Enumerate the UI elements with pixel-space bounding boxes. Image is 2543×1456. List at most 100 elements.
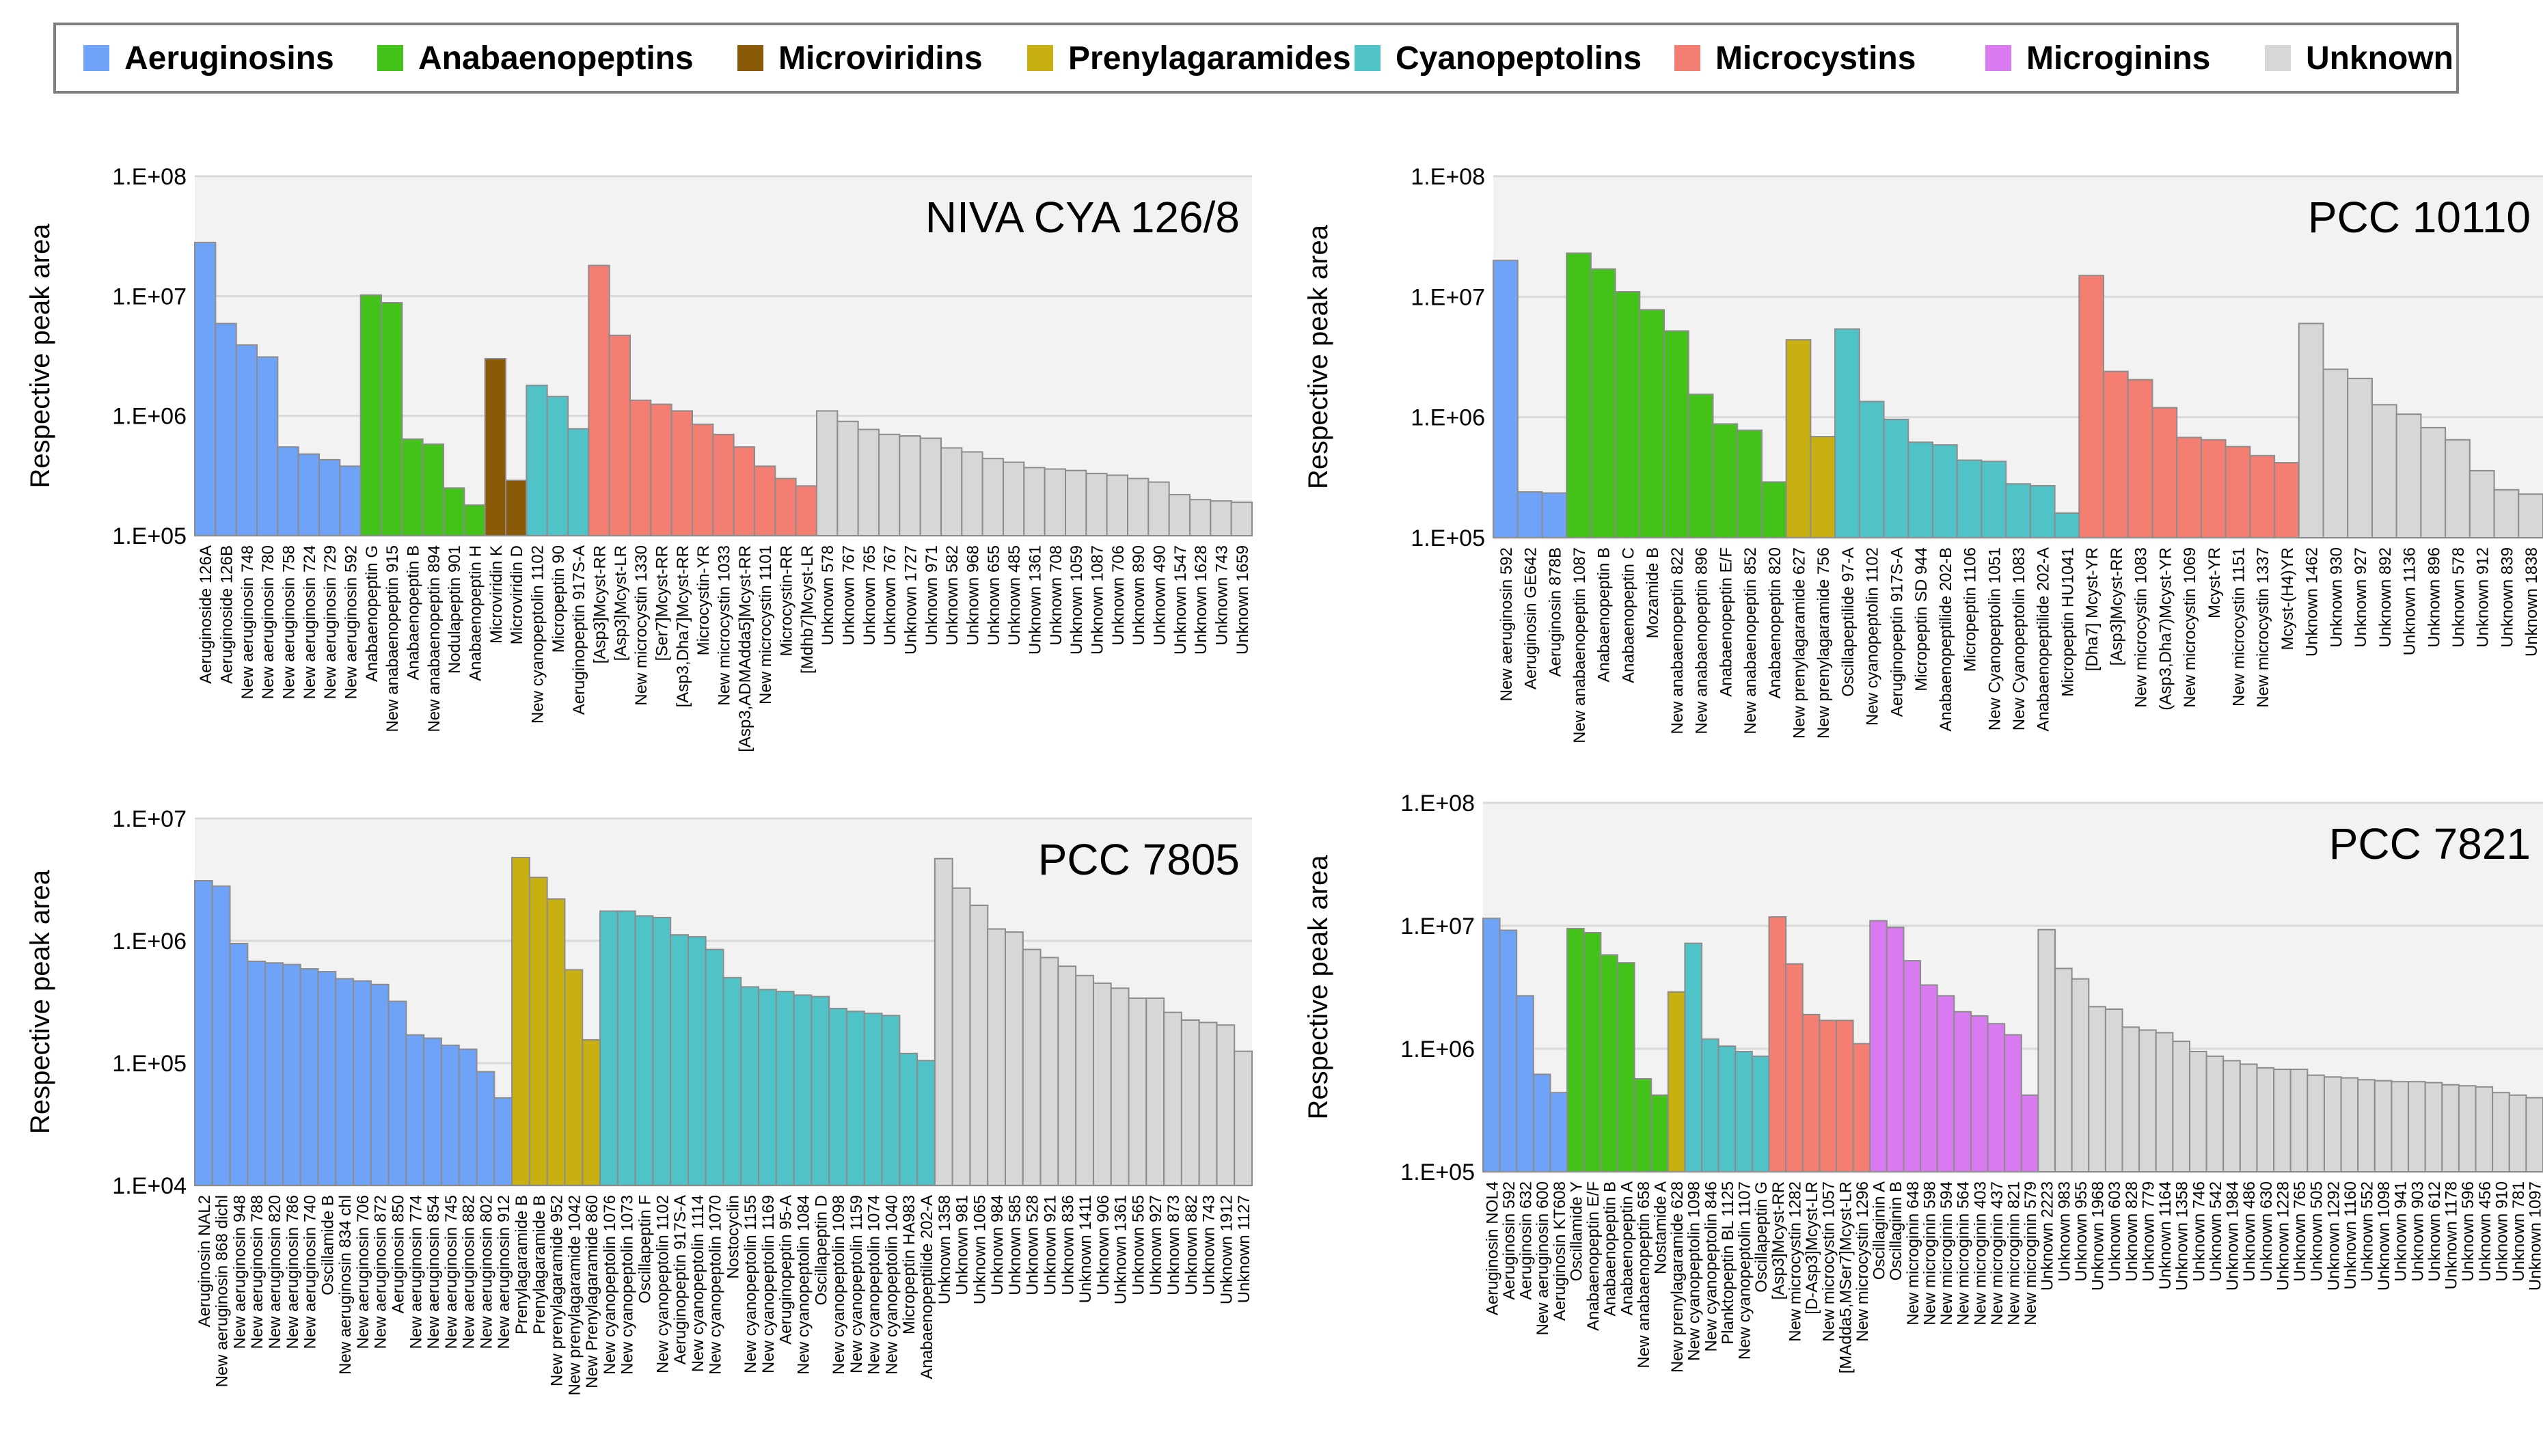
legend-swatch bbox=[1674, 45, 1700, 71]
x-tick-label: Unknown 906 bbox=[1094, 1195, 1113, 1295]
bar bbox=[1065, 469, 1087, 537]
bar bbox=[2121, 1026, 2140, 1172]
bar bbox=[1712, 423, 1739, 538]
bar bbox=[1819, 1019, 1838, 1172]
bar bbox=[1785, 963, 1804, 1172]
x-tick-label: Microcystin-RR bbox=[778, 545, 796, 657]
bar bbox=[1751, 1055, 1770, 1172]
x-tick-label: Unknown 485 bbox=[1005, 545, 1024, 646]
bar bbox=[2408, 1081, 2426, 1172]
x-tick-label: Unknown 1361 bbox=[1112, 1195, 1130, 1304]
x-tick-label: Anabaenopeptin E/F bbox=[1584, 1181, 1603, 1331]
bar bbox=[526, 384, 548, 536]
x-tick-label: New aeruginosin 788 bbox=[248, 1195, 267, 1349]
x-tick-label: Unknown 603 bbox=[2106, 1181, 2124, 1282]
x-tick-label: [Mdhb7]Mcyst-LR bbox=[798, 545, 817, 674]
x-tick-label: Unknown 767 bbox=[840, 545, 858, 646]
x-tick-label: Unknown 1628 bbox=[1192, 545, 1210, 655]
x-tick-label: Unknown 1462 bbox=[2303, 547, 2322, 657]
bar bbox=[353, 980, 372, 1186]
y-tick-label: 1.E+06 bbox=[112, 404, 187, 430]
bar bbox=[1198, 1021, 1218, 1187]
bar bbox=[2298, 322, 2324, 538]
x-tick-label: Micropeptin 1106 bbox=[1961, 547, 1980, 672]
x-tick-label: Oscillapeptilide 97-A bbox=[1839, 547, 1858, 697]
x-tick-label: Anabaenopeptin B bbox=[405, 545, 423, 681]
x-tick-label: New aeruginosin 854 bbox=[424, 1195, 443, 1349]
x-tick-label: Planktopeptin BL 1125 bbox=[1719, 1181, 1737, 1345]
bar bbox=[2155, 1032, 2174, 1172]
legend-label: Microcystins bbox=[1715, 40, 1916, 77]
bar bbox=[2340, 1077, 2359, 1172]
x-tick-label: Unknown 981 bbox=[953, 1195, 972, 1295]
x-tick-label: Nodulapeptin 901 bbox=[446, 545, 464, 674]
x-tick-label: Unknown 1358 bbox=[2173, 1181, 2192, 1291]
bar bbox=[359, 294, 383, 536]
bar bbox=[1907, 441, 1933, 538]
bar bbox=[422, 443, 445, 536]
x-tick-label: [D-Asp3]Mcyst-LR bbox=[1803, 1181, 1821, 1315]
x-tick-label: Unknown 1178 bbox=[2443, 1181, 2461, 1289]
bar bbox=[564, 969, 584, 1187]
x-tick-label: New anabaenopeptin 1087 bbox=[1570, 547, 1589, 743]
x-tick-label: Unknown 708 bbox=[1047, 545, 1065, 646]
x-tick-label: New microcystin 1033 bbox=[716, 545, 734, 706]
x-tick-label: Unknown 1358 bbox=[936, 1195, 954, 1304]
x-tick-label: Unknown 1160 bbox=[2341, 1181, 2360, 1289]
x-tick-label: New microcystin 1151 bbox=[2229, 547, 2248, 706]
bar bbox=[387, 1000, 407, 1186]
bar bbox=[463, 504, 486, 536]
bar bbox=[2391, 1081, 2410, 1172]
x-tick-label: Aeruginosin NAL2 bbox=[195, 1195, 214, 1327]
bar bbox=[2347, 377, 2373, 538]
bar bbox=[1737, 429, 1763, 539]
bar bbox=[1516, 995, 1534, 1172]
legend-item-microcystins: Microcystins bbox=[1674, 25, 1916, 91]
x-tick-label: New microginin 598 bbox=[1920, 1181, 1939, 1325]
x-tick-label: New prenylagaramide 628 bbox=[1668, 1181, 1687, 1373]
x-tick-label: New prenylagaramide 952 bbox=[548, 1195, 567, 1386]
bar bbox=[505, 479, 528, 536]
bar bbox=[2104, 1008, 2123, 1172]
x-tick-label: Unknown 655 bbox=[985, 545, 1003, 646]
bar bbox=[1785, 339, 1812, 538]
bar bbox=[215, 322, 237, 536]
bar bbox=[1956, 459, 1983, 538]
x-tick-label: Unknown 552 bbox=[2358, 1181, 2377, 1282]
x-tick-label: Unknown 456 bbox=[2476, 1181, 2494, 1282]
bar bbox=[2274, 462, 2300, 538]
x-tick-label: Unknown 1547 bbox=[1171, 545, 1190, 655]
x-tick-label: Anabaenopeptin A bbox=[1618, 1181, 1636, 1315]
bar bbox=[511, 857, 530, 1186]
x-tick-label: Aeruginopeptin 95-A bbox=[777, 1195, 795, 1345]
bar bbox=[282, 963, 301, 1186]
x-tick-label: New cyanopeptolin 1076 bbox=[601, 1195, 619, 1375]
chart-panel-pcc-7821: 1.E+05 1.E+06 1.E+07 1.E+08 Aeruginosin NOL4… bbox=[1303, 791, 2543, 1373]
x-tick-label: New Cyanopeptolin 1051 bbox=[1985, 547, 2004, 730]
y-tick-label: 1.E+07 bbox=[1411, 284, 1485, 310]
bar bbox=[670, 410, 694, 536]
bar bbox=[443, 487, 465, 536]
x-tick-label: Aeruginopeptin 917S-A bbox=[671, 1195, 690, 1364]
x-tick-label: New cyanopeptolin 1084 bbox=[795, 1195, 813, 1375]
x-tick-label: Unknown 930 bbox=[2327, 547, 2345, 648]
legend-swatch bbox=[1027, 45, 1053, 71]
bar bbox=[1650, 1094, 1669, 1172]
x-tick-label: Unknown 565 bbox=[1129, 1195, 1147, 1295]
bar bbox=[1044, 468, 1066, 537]
bar bbox=[1768, 916, 1787, 1172]
bar bbox=[616, 910, 636, 1186]
x-tick-label: Aeruginosin 592 bbox=[1500, 1181, 1519, 1300]
x-tick-label: Unknown 542 bbox=[2207, 1181, 2225, 1282]
y-tick-label: 1.E+06 bbox=[1411, 405, 1485, 431]
bar bbox=[1039, 957, 1059, 1186]
bar bbox=[1760, 481, 1787, 538]
x-tick-label: Unknown 1065 bbox=[970, 1195, 989, 1304]
chart-panel-pcc-7805: 1.E+04 1.E+05 1.E+06 1.E+07 Aeruginosin NAL2… bbox=[25, 806, 1253, 1396]
legend-label: Cyanopeptolins bbox=[1396, 40, 1642, 77]
x-tick-label: Oscillamide Y bbox=[1567, 1181, 1586, 1281]
bar bbox=[916, 1060, 936, 1186]
x-tick-label: Unknown 1912 bbox=[1217, 1195, 1236, 1304]
x-tick-label: New anabaenopeptin 852 bbox=[1741, 547, 1760, 734]
x-tick-label: Microviridin D bbox=[508, 545, 526, 644]
